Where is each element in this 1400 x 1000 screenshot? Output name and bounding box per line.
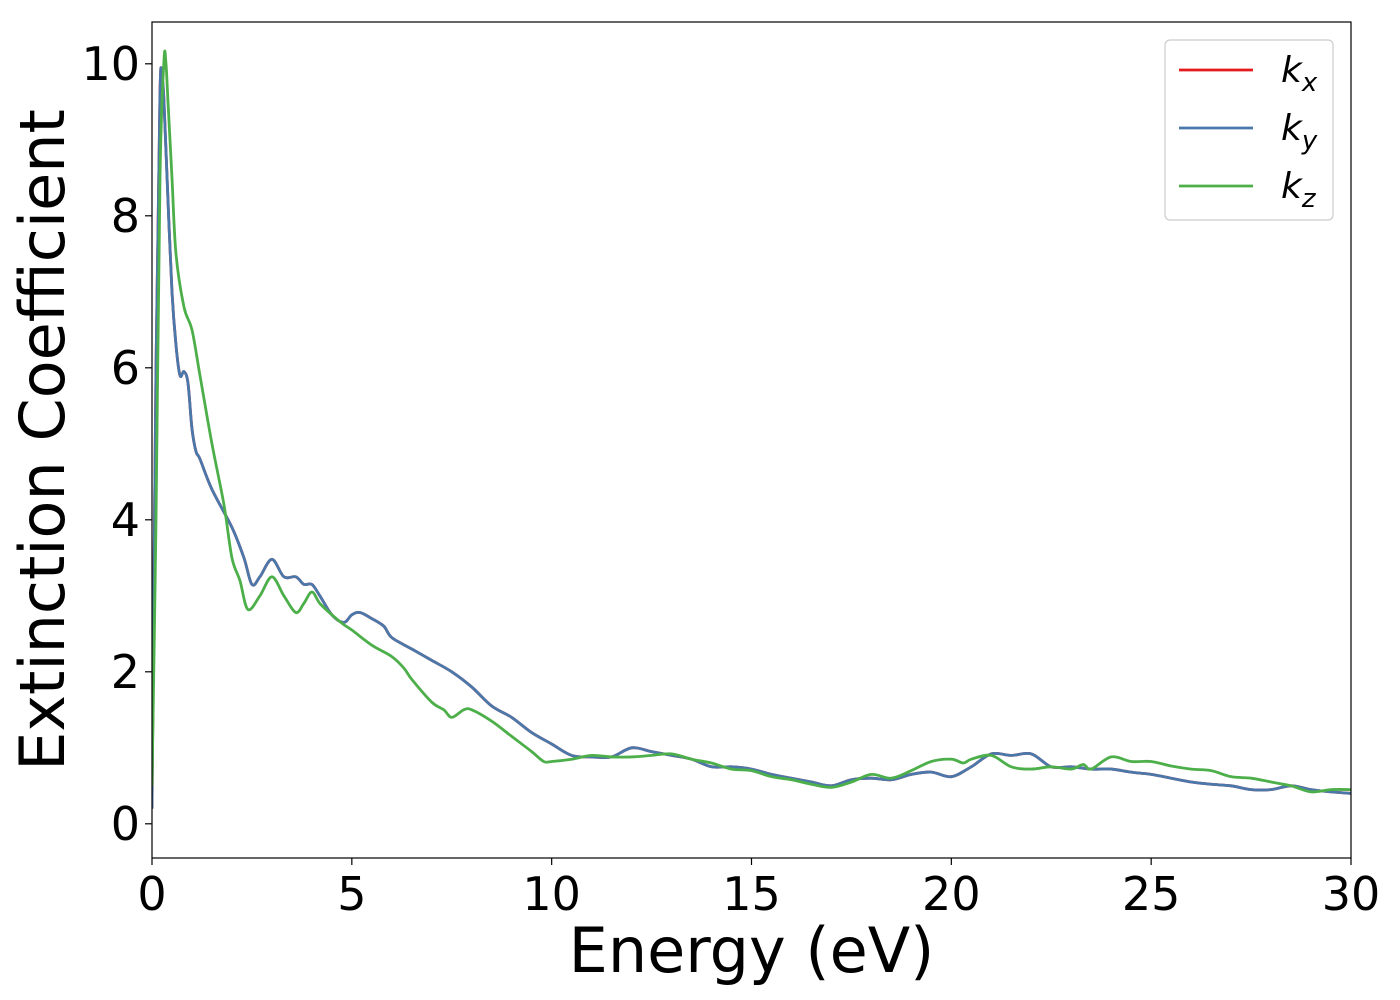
x-tick-label: 15 [722, 867, 781, 921]
y-axis-ticks: 0 2 4 6 8 10 [81, 37, 152, 851]
x-tick-label: 0 [137, 867, 166, 921]
legend-label-base: k [1281, 166, 1304, 207]
legend-label: kx [1281, 50, 1318, 98]
legend-item-z: kz [1179, 166, 1317, 214]
y-tick-label: 0 [111, 797, 140, 851]
legend-label: ky [1281, 108, 1318, 156]
legend-label-sub: y [1301, 126, 1318, 156]
y-axis-title: Extinction Coefficient [6, 109, 79, 771]
x-tick-label: 25 [1122, 867, 1181, 921]
legend-item-x: kx [1179, 50, 1318, 98]
x-tick-label: 10 [522, 867, 581, 921]
y-tick-label: 6 [111, 341, 140, 395]
y-tick-label: 2 [111, 645, 140, 699]
y-tick-label: 4 [111, 493, 140, 547]
y-tick-label: 10 [81, 37, 140, 91]
legend-label-base: k [1281, 108, 1304, 149]
x-axis-ticks: 0 5 10 15 20 25 30 [137, 858, 1380, 921]
series-line-z [152, 49, 1351, 794]
x-tick-label: 5 [337, 867, 366, 921]
x-tick-label: 20 [922, 867, 981, 921]
legend-box [1164, 39, 1334, 221]
legend-label-sub: z [1301, 184, 1317, 214]
legend-item-y: ky [1179, 108, 1318, 156]
x-tick-label: 30 [1322, 867, 1381, 921]
y-tick-label: 8 [111, 189, 140, 243]
series-layer [152, 49, 1351, 809]
x-axis-title: Energy (eV) [569, 914, 935, 987]
legend-label-sub: x [1301, 68, 1318, 98]
legend-label-base: k [1281, 50, 1304, 91]
legend-label: kz [1281, 166, 1317, 214]
